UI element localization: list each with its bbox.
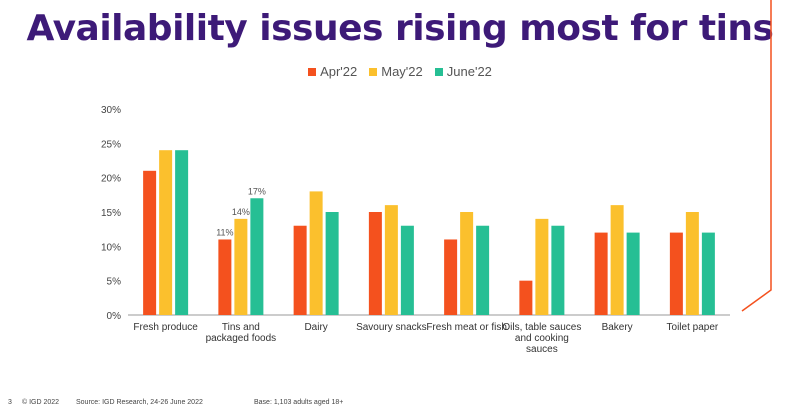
footer-source: Source: IGD Research, 24-26 June 2022 bbox=[76, 399, 203, 406]
bar-june bbox=[476, 225, 490, 315]
x-tick-label: Dairy bbox=[304, 322, 327, 333]
legend-label-june: June'22 bbox=[446, 64, 492, 79]
bar-apr bbox=[669, 232, 683, 315]
x-tick-label: Savoury snacks bbox=[356, 322, 427, 333]
x-tick-label: Tins and bbox=[222, 322, 260, 333]
data-label: 17% bbox=[248, 186, 266, 196]
legend-label-apr: Apr'22 bbox=[320, 64, 358, 79]
x-tick-label: and cooking bbox=[515, 333, 569, 344]
legend-item-june: June'22 bbox=[434, 64, 492, 79]
chart-legend: Apr'22 May'22 June'22 bbox=[0, 64, 800, 79]
x-tick-label: Fresh produce bbox=[133, 322, 198, 333]
x-tick-label: Bakery bbox=[602, 322, 633, 333]
legend-label-may: May'22 bbox=[381, 64, 423, 79]
bar-june bbox=[175, 150, 189, 315]
bar-june bbox=[400, 225, 414, 315]
bar-may bbox=[234, 218, 248, 315]
y-tick-label: 15% bbox=[101, 208, 121, 219]
bar-may bbox=[309, 191, 323, 315]
data-label: 11% bbox=[216, 227, 233, 237]
y-tick-label: 25% bbox=[101, 139, 121, 150]
bar-apr bbox=[519, 280, 533, 315]
bar-june bbox=[626, 232, 640, 315]
bar-may bbox=[384, 205, 398, 315]
bar-may bbox=[535, 218, 549, 315]
x-tick-label: Fresh meat or fish bbox=[426, 322, 507, 333]
footer-page-number: 3 bbox=[8, 399, 12, 406]
y-tick-label: 10% bbox=[101, 242, 121, 253]
x-tick-label: sauces bbox=[526, 344, 558, 355]
legend-swatch-apr bbox=[308, 67, 317, 76]
bar-may bbox=[460, 212, 474, 315]
y-tick-label: 5% bbox=[107, 277, 122, 288]
y-tick-label: 0% bbox=[107, 311, 122, 322]
footer: 3 © IGD 2022 Source: IGD Research, 24-26… bbox=[8, 399, 343, 406]
x-tick-label: Toilet paper bbox=[667, 322, 719, 333]
bar-june bbox=[250, 198, 264, 315]
bar-apr bbox=[368, 212, 382, 315]
y-tick-label: 30% bbox=[101, 105, 121, 116]
x-tick-label: packaged foods bbox=[206, 333, 277, 344]
bar-may bbox=[610, 205, 624, 315]
legend-swatch-may bbox=[369, 67, 378, 76]
data-label: 14% bbox=[232, 207, 250, 217]
bar-apr bbox=[444, 239, 458, 315]
y-tick-label: 20% bbox=[101, 174, 121, 185]
legend-item-may: May'22 bbox=[369, 64, 423, 79]
footer-base: Base: 1,103 adults aged 18+ bbox=[254, 399, 344, 406]
bar-may bbox=[159, 150, 173, 315]
bar-apr bbox=[594, 232, 608, 315]
footer-copyright: © IGD 2022 bbox=[22, 399, 60, 406]
page-title: Availability issues rising most for tins bbox=[26, 8, 774, 49]
bar-june bbox=[325, 212, 339, 315]
legend-item-apr: Apr'22 bbox=[308, 64, 357, 79]
bar-may bbox=[685, 212, 699, 315]
bar-apr bbox=[143, 170, 157, 315]
bar-apr bbox=[218, 239, 232, 315]
x-tick-label: Oils, table sauces bbox=[502, 322, 581, 333]
legend-swatch-june bbox=[434, 67, 443, 76]
bar-june bbox=[551, 225, 565, 315]
bar-june bbox=[701, 232, 715, 315]
bar-apr bbox=[293, 225, 307, 315]
